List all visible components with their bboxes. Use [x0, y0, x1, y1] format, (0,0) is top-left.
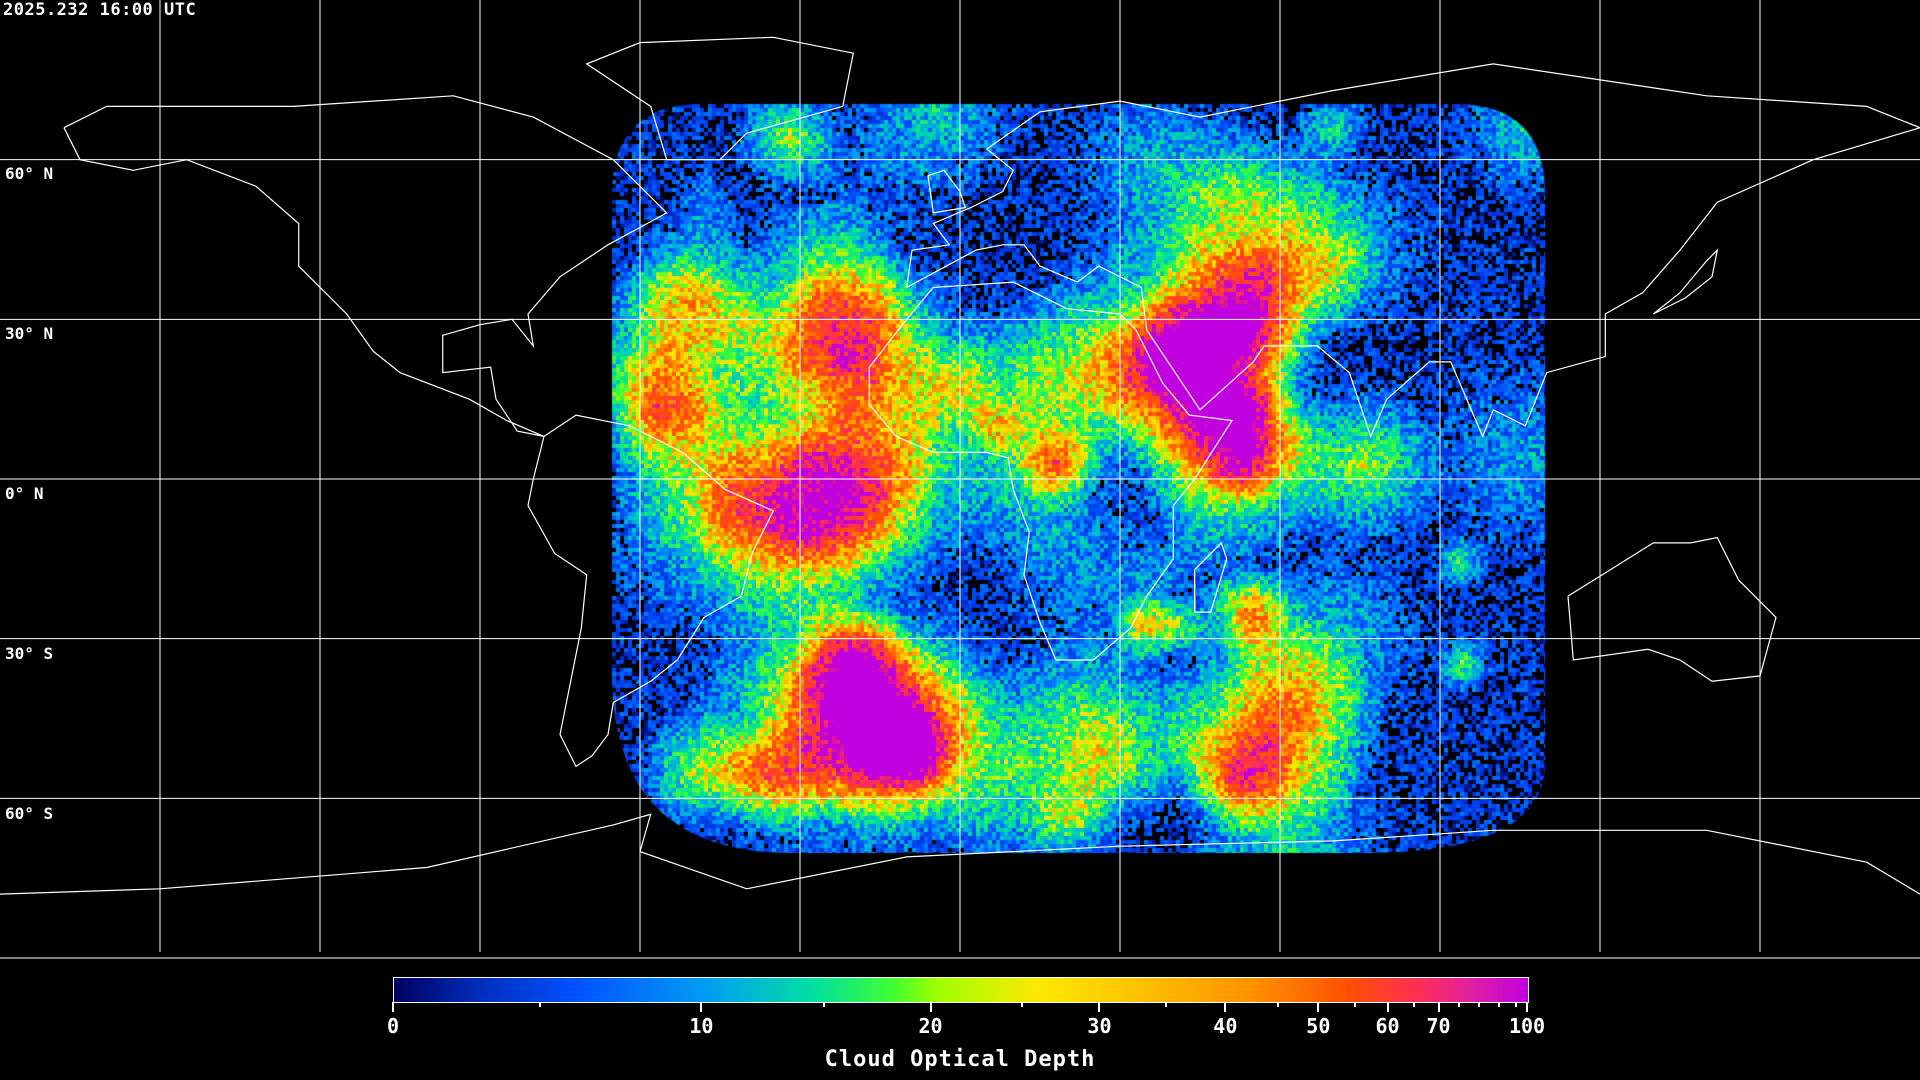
colorbar-major-tick	[1437, 1002, 1440, 1012]
colorbar-minor-tick	[1457, 1002, 1460, 1007]
colorbar-major-tick	[1526, 1002, 1528, 1012]
colorbar-tick-label: 50	[1306, 1014, 1331, 1038]
colorbar-tick-label: 10	[689, 1014, 714, 1038]
colorbar-minor-tick	[1165, 1002, 1168, 1007]
colorbar-tick-label: 70	[1426, 1014, 1451, 1038]
colorbar-major-tick	[929, 1002, 932, 1012]
colorbar-minor-tick	[822, 1002, 825, 1007]
coastline-greenland	[585, 36, 855, 161]
colorbar-minor-tick	[1276, 1002, 1279, 1007]
colorbar-tick-label: 60	[1375, 1014, 1400, 1038]
colorbar-tick-label: 40	[1213, 1014, 1238, 1038]
colorbar-major-tick	[700, 1002, 703, 1012]
coastline-madagascar	[1194, 541, 1228, 613]
colorbar-minor-tick	[539, 1002, 542, 1007]
colorbar-minor-tick	[1497, 1002, 1500, 1007]
lat-label-30n: 30° N	[5, 324, 54, 343]
coastline-north-america	[63, 95, 668, 437]
colorbar-tick-label: 30	[1087, 1014, 1112, 1038]
coastline-japan	[1652, 248, 1719, 315]
colorbar-minor-tick	[1021, 1002, 1024, 1007]
timestamp: 2025.232 16:00 UTC	[3, 0, 197, 20]
colorbar-minor-tick	[1478, 1002, 1481, 1007]
coastline-eurasia	[906, 63, 1920, 439]
colorbar	[393, 977, 1529, 1003]
colorbar-major-tick	[1317, 1002, 1320, 1012]
coastline-australia	[1567, 536, 1777, 682]
coastline-british-isles	[927, 169, 967, 214]
colorbar-tick-label: 0	[386, 1014, 400, 1038]
lat-label-60n: 60° N	[5, 164, 54, 183]
colorbar-title: Cloud Optical Depth	[824, 1047, 1096, 1072]
lat-label-30s: 30° S	[5, 644, 54, 663]
lat-label-60s: 60° S	[5, 804, 54, 823]
colorbar-minor-tick	[1353, 1002, 1356, 1007]
colorbar-minor-tick	[1514, 1002, 1517, 1007]
coastline-africa	[868, 281, 1234, 661]
coastline-south-america	[527, 414, 775, 768]
colorbar-major-tick	[1386, 1002, 1389, 1012]
colorbar-major-tick	[1098, 1002, 1101, 1012]
colorbar-tick-label: 100	[1508, 1014, 1546, 1038]
colorbar-tick-label: 20	[918, 1014, 943, 1038]
map-overlay	[0, 0, 1920, 959]
coastline-antarctica	[0, 813, 1920, 895]
colorbar-major-tick	[392, 1002, 394, 1012]
colorbar-minor-tick	[1412, 1002, 1415, 1007]
lat-label-0n: 0° N	[5, 484, 44, 503]
colorbar-major-tick	[1224, 1002, 1227, 1012]
map-view[interactable]: 2025.232 16:00 UTC 60° N 30° N 0° N 30° …	[0, 0, 1920, 960]
